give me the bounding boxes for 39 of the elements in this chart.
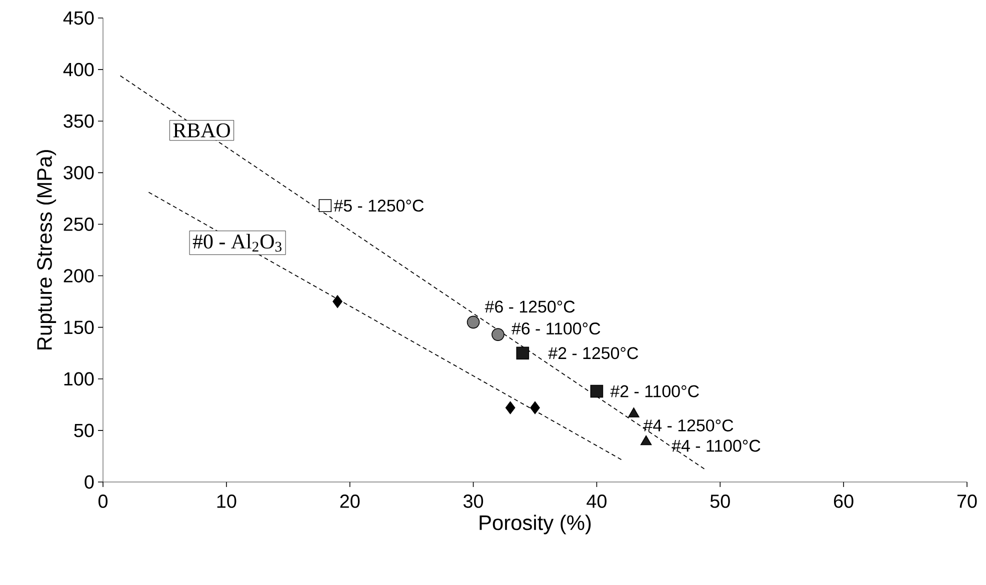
x-tick-label: 60 bbox=[834, 494, 854, 508]
point bbox=[590, 384, 604, 398]
annotation: #4 - 1100°C bbox=[672, 440, 760, 452]
y-tick-label: 450 bbox=[63, 11, 94, 25]
annotation: #6 - 1250°C bbox=[484, 300, 575, 313]
y-axis-title: Rupture Stress (MPa) bbox=[36, 150, 56, 350]
annotation: #5 - 1250°C bbox=[334, 200, 424, 212]
x-tick-label: 20 bbox=[340, 494, 360, 508]
y-tick-label: 50 bbox=[74, 424, 94, 438]
annotation: #0 - Al$_{2}$O$_{3}$ bbox=[192, 234, 282, 252]
point bbox=[516, 346, 530, 360]
annotation: #2 - 1250°C bbox=[548, 347, 638, 360]
point bbox=[466, 316, 480, 329]
x-tick-label: 30 bbox=[463, 494, 484, 508]
y-tick-label: 350 bbox=[64, 114, 94, 128]
x-tick-label: 70 bbox=[957, 494, 977, 508]
x-tick-label: 0 bbox=[98, 494, 108, 508]
y-tick-label: 300 bbox=[64, 166, 94, 180]
y-tick-label: 0 bbox=[84, 475, 94, 489]
x-axis-title: Porosity (%) bbox=[480, 514, 591, 534]
point bbox=[332, 295, 342, 308]
x-tick-label: 10 bbox=[217, 494, 236, 508]
point bbox=[318, 199, 332, 212]
annotation: #2 - 1100°C bbox=[610, 385, 699, 398]
y-tick-label: 100 bbox=[64, 372, 94, 386]
y-tick-label: 150 bbox=[64, 320, 94, 334]
annotation: RBAO bbox=[173, 123, 230, 138]
y-tick-label: 400 bbox=[63, 62, 94, 76]
y-tick-label: 200 bbox=[64, 269, 94, 282]
point bbox=[640, 435, 652, 446]
x-tick-label: 40 bbox=[586, 494, 606, 508]
annotation: #6 - 1100°C bbox=[512, 322, 600, 335]
point bbox=[530, 401, 540, 414]
point bbox=[628, 408, 640, 418]
x-tick-label: 50 bbox=[710, 494, 730, 508]
y-tick-label: 250 bbox=[64, 218, 94, 231]
point bbox=[505, 401, 516, 414]
annotation: #4 - 1250°C bbox=[643, 419, 734, 432]
point bbox=[492, 328, 504, 341]
